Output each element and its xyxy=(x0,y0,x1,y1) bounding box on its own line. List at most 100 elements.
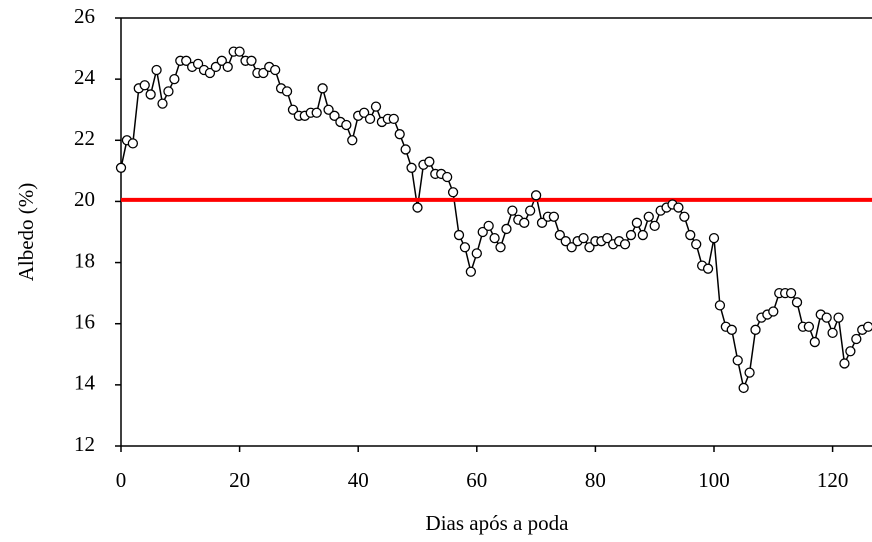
y-tick-label: 12 xyxy=(74,432,95,456)
point xyxy=(406,162,417,173)
point xyxy=(578,232,589,244)
point xyxy=(388,113,399,125)
point xyxy=(566,242,577,253)
point xyxy=(151,64,162,76)
y-axis-label: Albedo (%) xyxy=(14,183,38,282)
point xyxy=(744,367,755,378)
point xyxy=(169,73,180,85)
point xyxy=(809,336,820,348)
y-tick-label: 16 xyxy=(74,310,95,334)
point xyxy=(821,312,832,323)
point xyxy=(750,324,761,335)
point xyxy=(501,223,512,235)
y-tick-label: 14 xyxy=(74,371,96,395)
point xyxy=(258,67,269,79)
point xyxy=(525,205,536,216)
point xyxy=(738,382,749,394)
point xyxy=(192,58,204,70)
point xyxy=(791,297,803,308)
point xyxy=(619,239,631,250)
x-tick-label: 120 xyxy=(817,468,849,492)
point xyxy=(679,211,690,222)
point xyxy=(270,64,281,76)
point xyxy=(471,248,482,259)
point xyxy=(329,110,340,121)
point xyxy=(785,287,797,299)
point xyxy=(839,358,850,369)
point xyxy=(637,229,648,241)
point xyxy=(453,229,465,241)
x-tick-label: 80 xyxy=(585,468,606,492)
point xyxy=(649,220,660,232)
point xyxy=(246,55,257,66)
series-line xyxy=(120,50,869,391)
point xyxy=(234,46,245,57)
point xyxy=(447,187,459,198)
point xyxy=(536,217,548,228)
point xyxy=(281,86,293,97)
point xyxy=(708,232,720,244)
point xyxy=(370,101,382,112)
point xyxy=(685,229,696,241)
y-tick-label: 18 xyxy=(74,248,95,272)
point xyxy=(495,242,506,253)
point xyxy=(507,205,518,216)
point xyxy=(602,232,613,244)
x-axis-label: Dias após a poda xyxy=(426,511,570,535)
point xyxy=(560,236,571,247)
point xyxy=(863,321,872,332)
y-tick-label: 22 xyxy=(74,126,95,150)
y-tick-label: 26 xyxy=(74,4,95,28)
point xyxy=(726,324,737,335)
point xyxy=(845,346,856,357)
point xyxy=(625,229,637,241)
point xyxy=(311,107,322,118)
point xyxy=(157,98,168,109)
point xyxy=(127,138,139,149)
point xyxy=(115,162,127,173)
point xyxy=(323,104,334,115)
point xyxy=(530,190,542,201)
point xyxy=(317,83,328,94)
x-tick-label: 60 xyxy=(466,468,487,492)
point xyxy=(768,306,779,317)
point xyxy=(216,55,227,66)
point xyxy=(477,226,488,238)
point xyxy=(210,61,222,73)
point xyxy=(139,80,150,91)
point xyxy=(631,217,643,228)
point xyxy=(459,242,471,253)
point xyxy=(519,217,530,228)
point xyxy=(400,144,411,155)
y-tick-label: 24 xyxy=(74,65,96,89)
point xyxy=(584,242,595,253)
y-tick-label: 20 xyxy=(74,187,95,211)
point xyxy=(181,55,192,66)
point xyxy=(554,229,565,241)
point xyxy=(548,211,560,222)
x-tick-label: 100 xyxy=(698,468,730,492)
point xyxy=(441,171,453,183)
point xyxy=(358,107,370,118)
point xyxy=(827,327,838,339)
point xyxy=(287,104,299,115)
point xyxy=(424,156,435,167)
x-tick-label: 20 xyxy=(229,468,250,492)
x-tick-label: 0 xyxy=(116,468,127,492)
point xyxy=(691,239,702,250)
point xyxy=(364,113,376,125)
point xyxy=(732,355,743,366)
x-tick-label: 40 xyxy=(348,468,369,492)
point xyxy=(489,232,500,244)
point xyxy=(702,263,714,274)
point xyxy=(483,220,494,232)
point xyxy=(803,321,815,332)
point xyxy=(673,202,684,213)
point xyxy=(145,89,156,100)
point xyxy=(394,129,405,140)
point xyxy=(833,312,844,323)
point xyxy=(643,211,654,222)
point xyxy=(851,333,862,345)
point xyxy=(341,119,352,131)
